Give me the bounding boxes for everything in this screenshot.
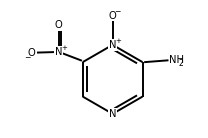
Text: O: O <box>55 20 62 30</box>
Text: −: − <box>114 7 121 16</box>
Text: NH: NH <box>169 55 184 65</box>
Text: +: + <box>61 45 67 51</box>
Text: N: N <box>109 40 116 50</box>
Text: N: N <box>55 47 62 57</box>
Text: −: − <box>24 53 31 62</box>
Text: O: O <box>28 48 36 58</box>
Text: N: N <box>109 109 116 119</box>
Text: +: + <box>115 38 121 44</box>
Text: 2: 2 <box>179 59 183 68</box>
Text: O: O <box>109 10 116 21</box>
